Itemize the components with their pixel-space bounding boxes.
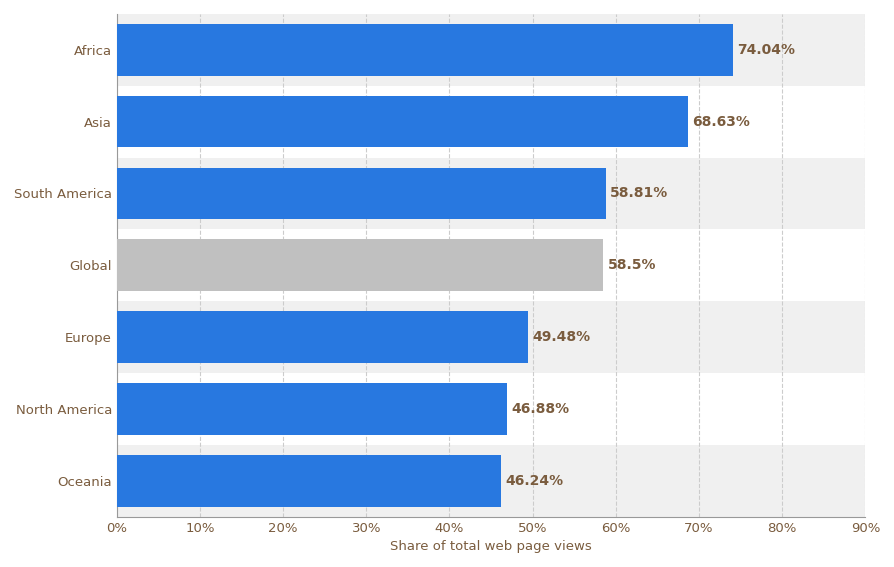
Text: 46.88%: 46.88% <box>510 402 569 416</box>
Bar <box>117 455 502 507</box>
Bar <box>117 86 865 158</box>
X-axis label: Share of total web page views: Share of total web page views <box>390 540 592 553</box>
Text: 74.04%: 74.04% <box>737 43 795 57</box>
Bar <box>117 96 687 147</box>
Bar <box>117 230 865 301</box>
Bar <box>117 239 603 291</box>
Text: 46.24%: 46.24% <box>506 474 564 488</box>
Bar <box>117 383 507 435</box>
Bar <box>117 24 733 75</box>
Text: 49.48%: 49.48% <box>533 330 591 344</box>
Bar <box>117 373 865 445</box>
Bar <box>117 14 865 86</box>
Text: 68.63%: 68.63% <box>692 115 750 129</box>
Bar <box>117 445 865 517</box>
Bar <box>117 311 528 363</box>
Text: 58.81%: 58.81% <box>610 187 669 201</box>
Bar <box>117 301 865 373</box>
Bar <box>117 168 606 219</box>
Text: 58.5%: 58.5% <box>608 259 656 272</box>
Bar <box>117 158 865 230</box>
